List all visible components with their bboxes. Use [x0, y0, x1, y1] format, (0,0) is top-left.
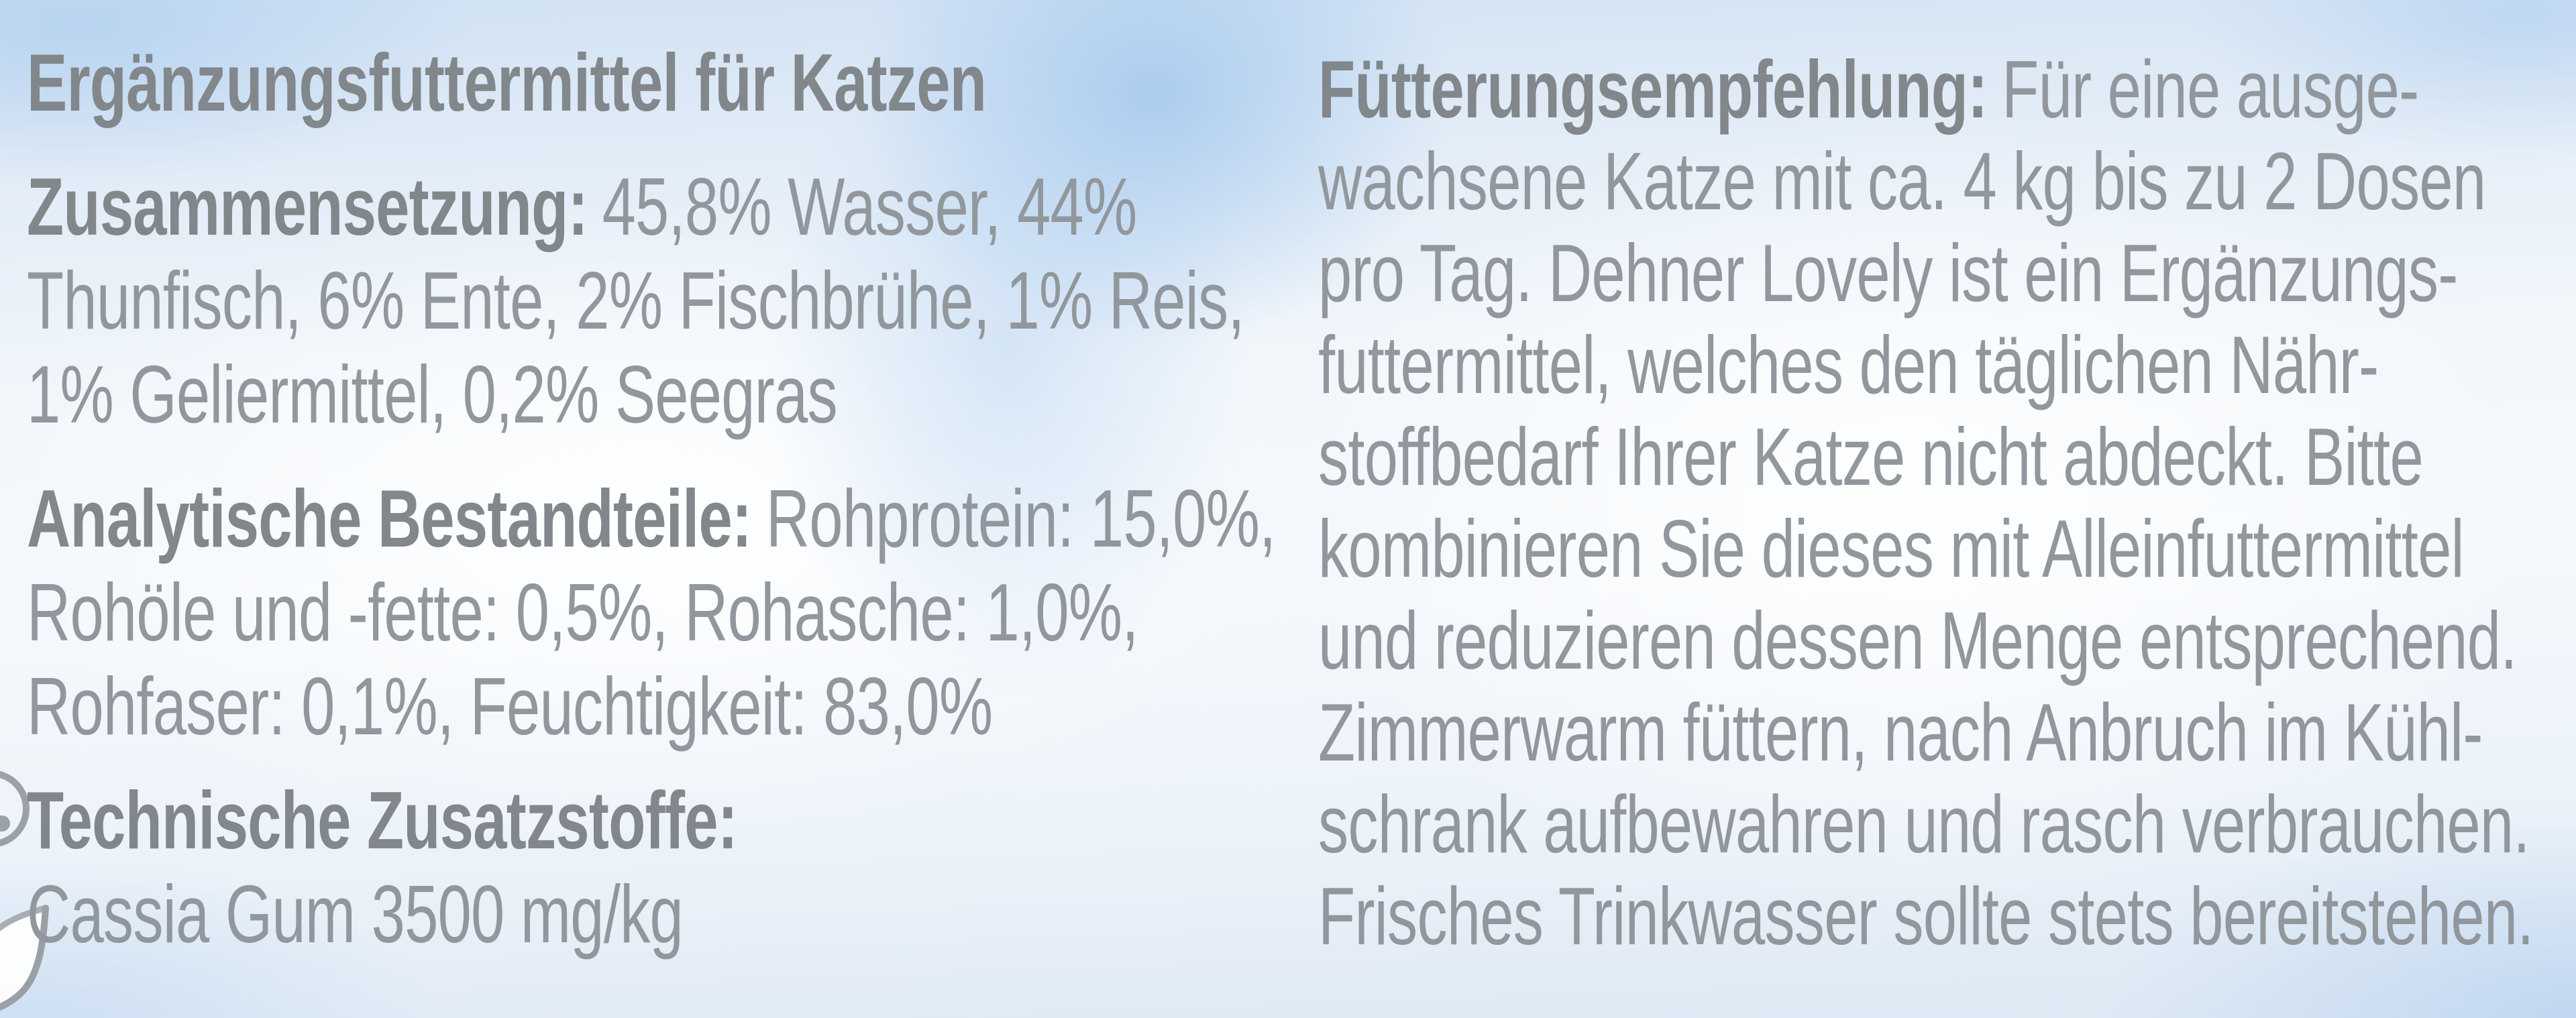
- feeding-line-3: pro Tag. Dehner Lovely ist ein Ergänzung…: [1318, 227, 2458, 319]
- additives-title: Technische Zusatzstoffe:: [27, 775, 738, 866]
- additives-line-2: Cassia Gum 3500 mg/kg: [27, 868, 684, 960]
- feeding-line-1-text: Für eine ausge-: [2002, 44, 2419, 135]
- analytical-line-3: Rohfaser: 0,1%, Feuchtigkeit: 83,0%: [27, 661, 993, 752]
- feeding-line-10: Frisches Trinkwasser sollte stets bereit…: [1318, 870, 2534, 962]
- composition-line-2: Thunfisch, 6% Ente, 2% Fischbrühe, 1% Re…: [27, 255, 1245, 346]
- composition-line-1-text: 45,8% Wasser, 44%: [602, 161, 1138, 252]
- feeding-line-4: futtermittel, welches den täglichen Nähr…: [1318, 319, 2379, 410]
- product-type-heading: Ergänzungsfuttermittel für Katzen: [27, 36, 1715, 129]
- additives-section: Technische Zusatzstoffe: Cassia Gum 3500…: [27, 773, 1715, 961]
- feeding-section: Fütterungsempfehlung: Für eine ausge- wac…: [1318, 44, 2576, 962]
- analytical-line-1: Analytische Bestandteile: Rohprotein: 15,…: [27, 471, 1715, 565]
- leaf-icon: [0, 905, 49, 1011]
- right-column: Fütterungsempfehlung: Für eine ausge- wac…: [1318, 44, 2576, 962]
- analytical-line-2: Rohöle und -fette: 0,5%, Rohasche: 1,0%,: [27, 567, 1138, 658]
- left-column: Ergänzungsfuttermittel für Katzen Zusamm…: [27, 36, 2308, 961]
- composition-line-3: 1% Geliermittel, 0,2% Seegras: [27, 349, 838, 440]
- circle-badge-icon: [0, 771, 30, 847]
- feeding-line-1: Fütterungsempfehlung: Für eine ausge-: [1318, 44, 2576, 135]
- feeding-line-2: wachsene Katze mit ca. 4 kg bis zu 2 Dos…: [1318, 135, 2486, 227]
- feeding-line-7: und reduzieren dessen Menge entsprechend…: [1318, 595, 2517, 686]
- product-type-text: Ergänzungsfuttermittel für Katzen: [27, 37, 987, 128]
- analytical-title: Analytische Bestandteile:: [27, 473, 752, 564]
- composition-section: Zusammensetzung: 45,8% Wasser, 44% Thunfi…: [27, 160, 1715, 441]
- composition-title: Zusammensetzung:: [27, 161, 588, 252]
- analytical-line-1-text: Rohprotein: 15,0%,: [765, 473, 1276, 564]
- feeding-title: Fütterungsempfehlung:: [1318, 44, 1988, 135]
- analytical-section: Analytische Bestandteile: Rohprotein: 15,…: [27, 471, 1715, 753]
- feeding-line-5: stoffbedarf Ihrer Katze nicht abdeckt. B…: [1318, 411, 2424, 502]
- composition-line-1: Zusammensetzung: 45,8% Wasser, 44%: [27, 160, 1715, 253]
- feeding-line-6: kombinieren Sie dieses mit Alleinfutterm…: [1318, 503, 2465, 594]
- feeding-line-9: schrank aufbewahren und rasch verbrauche…: [1318, 779, 2530, 870]
- feeding-line-8: Zimmerwarm füttern, nach Anbruch im Kühl…: [1318, 687, 2483, 778]
